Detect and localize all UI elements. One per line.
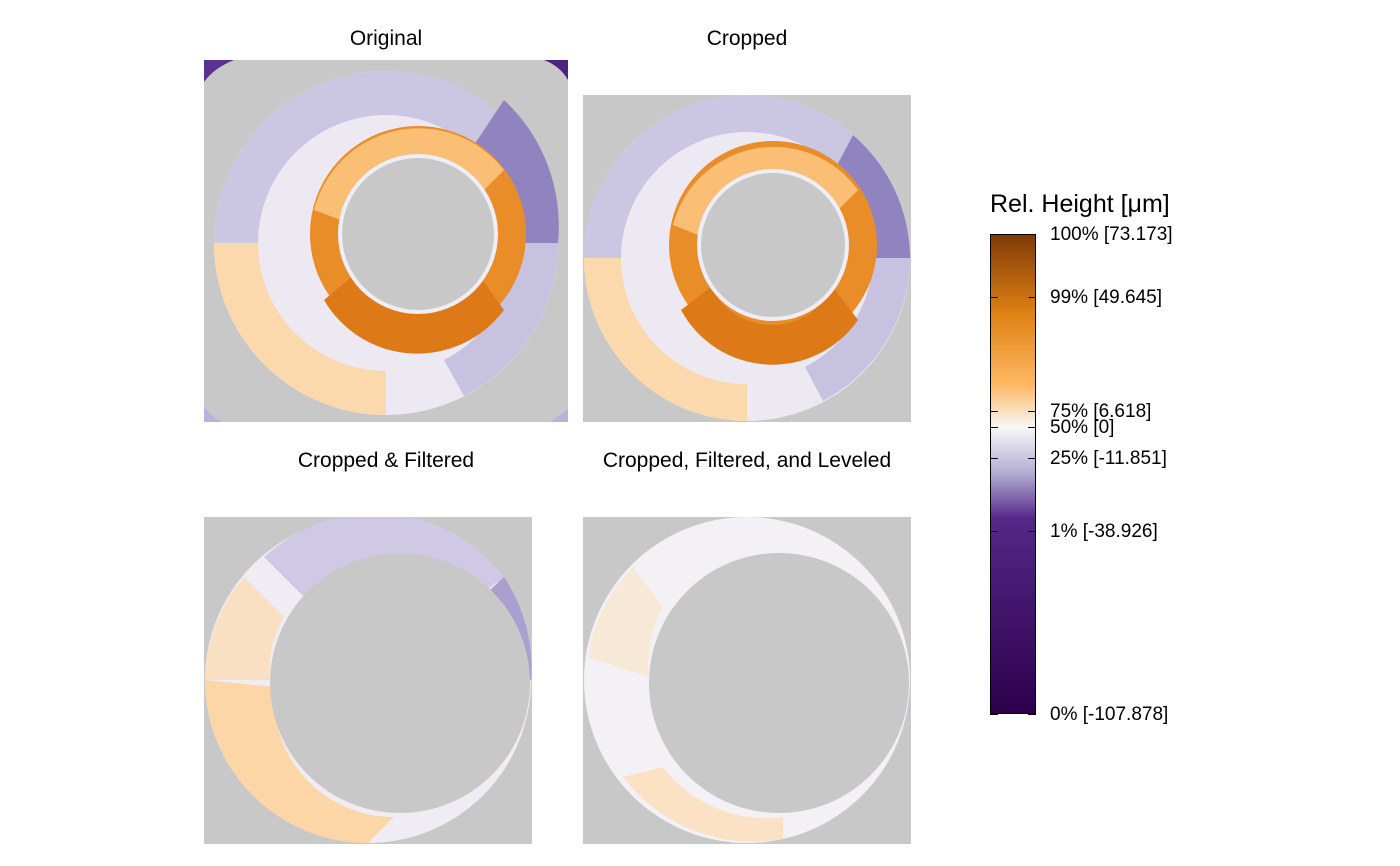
original-corner-top-left (204, 60, 234, 82)
colorbar-tick-mark (1028, 714, 1036, 715)
colorbar-tick-mark (1028, 458, 1036, 459)
panel-title-original: Original (349, 27, 423, 50)
colorbar-tick-mark (1028, 297, 1036, 298)
cropped-outer-ring-lower-left (584, 258, 747, 421)
heatmap-cropped (583, 95, 911, 422)
colorbar-tick-mark (990, 531, 998, 532)
filtered-lower-left-warm (205, 680, 394, 843)
leveled-lower-warm (623, 767, 783, 842)
colorbar-tick-label: 0% [-107.878] (1050, 704, 1169, 725)
colorbar-tick-label: 100% [73.173] (1050, 224, 1173, 245)
colorbar-tick-mark (1028, 411, 1036, 412)
filtered-left-warm (205, 577, 284, 680)
heatmap-cropped-filtered (204, 517, 532, 844)
filtered-center-hole (270, 553, 530, 813)
original-orange-annulus-lower (324, 275, 504, 354)
original-outer-ring-upper-right (474, 100, 559, 243)
heatmap-cropped-filtered-leveled (583, 517, 911, 844)
original-outer-ring-upper (214, 71, 558, 243)
original-outer-ring-right (444, 243, 558, 396)
colorbar-tick-mark (1028, 531, 1036, 532)
original-corner-bottom-left (204, 406, 222, 422)
colorbar-tick-mark (990, 714, 998, 715)
colorbar-tick-mark (990, 458, 998, 459)
original-center-hole (342, 158, 494, 310)
cropped-center-hole (701, 173, 845, 317)
colorbar-tick-mark (1028, 427, 1036, 428)
leveled-left-warm (588, 567, 663, 677)
colorbar-tick-mark (1028, 234, 1036, 235)
original-corner-top-right (544, 60, 568, 80)
cropped-outer-ring-upper (584, 95, 910, 258)
cropped-orange-annulus-lower (681, 287, 858, 365)
colorbar-tick-label: 75% [6.618] (1050, 401, 1152, 422)
panel-title-cropped-filtered-leveled: Cropped, Filtered, and Leveled (602, 449, 892, 472)
colorbar-tick-label: 1% [-38.926] (1050, 521, 1158, 542)
leveled-center-hole (649, 553, 909, 813)
colorbar-tick-label: 25% [-11.851] (1050, 448, 1167, 469)
cropped-outer-ring-upper-right (833, 135, 910, 258)
original-outer-ring-lower-left (214, 243, 386, 415)
panel-title-cropped: Cropped (706, 27, 788, 50)
legend-title: Rel. Height [μm] (990, 190, 1170, 218)
original-corner-bottom-right (550, 408, 568, 422)
colorbar-tick-mark (990, 411, 998, 412)
colorbar-tick-mark (990, 234, 998, 235)
colorbar-tick-label: 50% [0] (1050, 417, 1115, 438)
cropped-outer-ring-right (805, 258, 910, 401)
colorbar (990, 234, 1036, 714)
colorbar-tick-label: 99% [49.645] (1050, 287, 1162, 308)
panel-title-cropped-filtered: Cropped & Filtered (297, 449, 475, 472)
colorbar-tick-mark (990, 427, 998, 428)
heatmap-original (204, 60, 568, 422)
colorbar-tick-mark (990, 297, 998, 298)
